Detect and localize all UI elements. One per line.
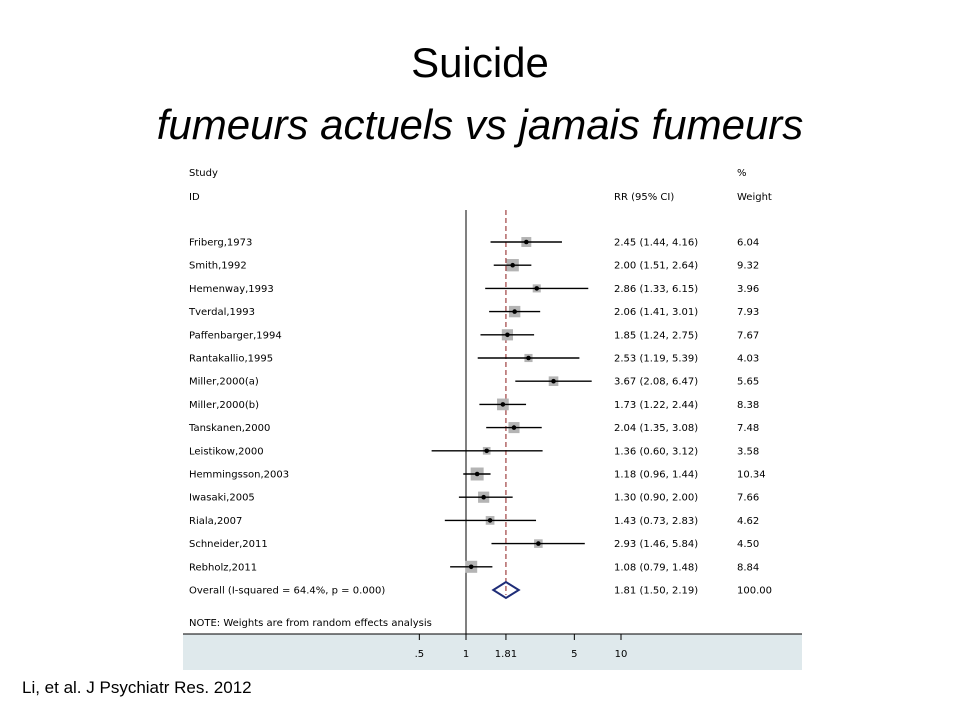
- x-tick-label: 10: [615, 649, 628, 660]
- x-tick-label: 5: [571, 649, 577, 660]
- weight-value: 9.32: [737, 261, 759, 272]
- plot-area: [183, 157, 802, 634]
- weight-value: 7.67: [737, 330, 759, 341]
- study-label: Miller,2000(b): [189, 400, 259, 411]
- study-label: Riala,2007: [189, 516, 242, 527]
- point-estimate: [484, 448, 489, 454]
- point-estimate: [536, 541, 541, 546]
- rr-value: 1.36 (0.60, 3.12): [614, 446, 698, 457]
- weight-value: 6.04: [737, 238, 759, 249]
- rr-value: 2.86 (1.33, 6.15): [614, 284, 698, 295]
- point-estimate: [468, 564, 474, 570]
- rr-value: 1.85 (1.24, 2.75): [614, 330, 698, 341]
- overall-weight-value: 100.00: [737, 586, 772, 597]
- rr-value: 3.67 (2.08, 6.47): [614, 377, 698, 388]
- rr-value: 1.43 (0.73, 2.83): [614, 516, 698, 527]
- study-label: Hemmingsson,2003: [189, 470, 289, 481]
- point-estimate: [481, 494, 486, 500]
- weight-value: 7.66: [737, 493, 759, 504]
- rr-value: 2.04 (1.35, 3.08): [614, 423, 698, 434]
- weight-value: 7.93: [737, 307, 759, 318]
- rr-value: 2.06 (1.41, 3.01): [614, 307, 698, 318]
- study-label: Rantakallio,1995: [189, 354, 273, 365]
- rr-value: 1.30 (0.90, 2.00): [614, 493, 698, 504]
- pooled-diamond: [491, 580, 521, 600]
- weight-value: 8.38: [737, 400, 759, 411]
- point-estimate: [511, 425, 517, 430]
- point-estimate: [526, 355, 531, 361]
- overall-label: Overall (I-squared = 64.4%, p = 0.000): [189, 586, 385, 597]
- rr-value: 2.53 (1.19, 5.39): [614, 354, 698, 365]
- header-rr: RR (95% CI): [614, 192, 674, 203]
- slide-title: Suicide: [411, 39, 549, 86]
- study-label: Schneider,2011: [189, 539, 268, 550]
- point-estimate: [534, 286, 540, 291]
- header-weight: Weight: [737, 192, 772, 203]
- rr-value: 2.00 (1.51, 2.64): [614, 261, 698, 272]
- weight-value: 7.48: [737, 423, 759, 434]
- study-label: Hemenway,1993: [189, 284, 274, 295]
- x-tick-label: 1: [463, 649, 469, 660]
- study-label: Friberg,1973: [189, 238, 252, 249]
- study-label: Miller,2000(a): [189, 377, 259, 388]
- header-weight-percent: %: [737, 168, 747, 179]
- point-estimate: [512, 309, 517, 314]
- weight-value: 4.03: [737, 354, 759, 365]
- study-label: Leistikow,2000: [189, 446, 264, 457]
- weight-value: 10.34: [737, 470, 766, 481]
- point-estimate: [524, 239, 529, 245]
- header-id: ID: [189, 192, 200, 203]
- point-estimate: [505, 332, 510, 338]
- weights-note: NOTE: Weights are from random effects an…: [189, 618, 432, 629]
- study-label: Smith,1992: [189, 261, 247, 272]
- study-label: Iwasaki,2005: [189, 493, 255, 504]
- point-estimate: [487, 518, 493, 523]
- citation: Li, et al. J Psychiatr Res. 2012: [22, 678, 252, 697]
- slide-subtitle: fumeurs actuels vs jamais fumeurs: [156, 101, 804, 148]
- header-study: Study: [189, 168, 218, 179]
- weight-value: 4.50: [737, 539, 759, 550]
- weight-value: 3.58: [737, 446, 759, 457]
- weight-value: 4.62: [737, 516, 759, 527]
- point-estimate: [500, 402, 506, 407]
- study-label: Rebholz,2011: [189, 562, 257, 573]
- rr-value: 1.18 (0.96, 1.44): [614, 470, 698, 481]
- weight-value: 8.84: [737, 562, 759, 573]
- weight-value: 5.65: [737, 377, 759, 388]
- rr-value: 2.45 (1.44, 4.16): [614, 238, 698, 249]
- rr-value: 2.93 (1.46, 5.84): [614, 539, 698, 550]
- rr-value: 1.08 (0.79, 1.48): [614, 562, 698, 573]
- study-label: Tverdal,1993: [188, 307, 255, 318]
- x-tick-label: 1.81: [495, 649, 517, 660]
- rr-value: 1.73 (1.22, 2.44): [614, 400, 698, 411]
- study-label: Paffenbarger,1994: [189, 330, 282, 341]
- point-estimate: [551, 378, 556, 384]
- weight-value: 3.96: [737, 284, 759, 295]
- point-estimate: [474, 471, 480, 477]
- study-label: Tanskanen,2000: [188, 423, 270, 434]
- x-tick-label: .5: [415, 649, 425, 660]
- overall-rr-value: 1.81 (1.50, 2.19): [614, 586, 698, 597]
- point-estimate: [510, 262, 515, 268]
